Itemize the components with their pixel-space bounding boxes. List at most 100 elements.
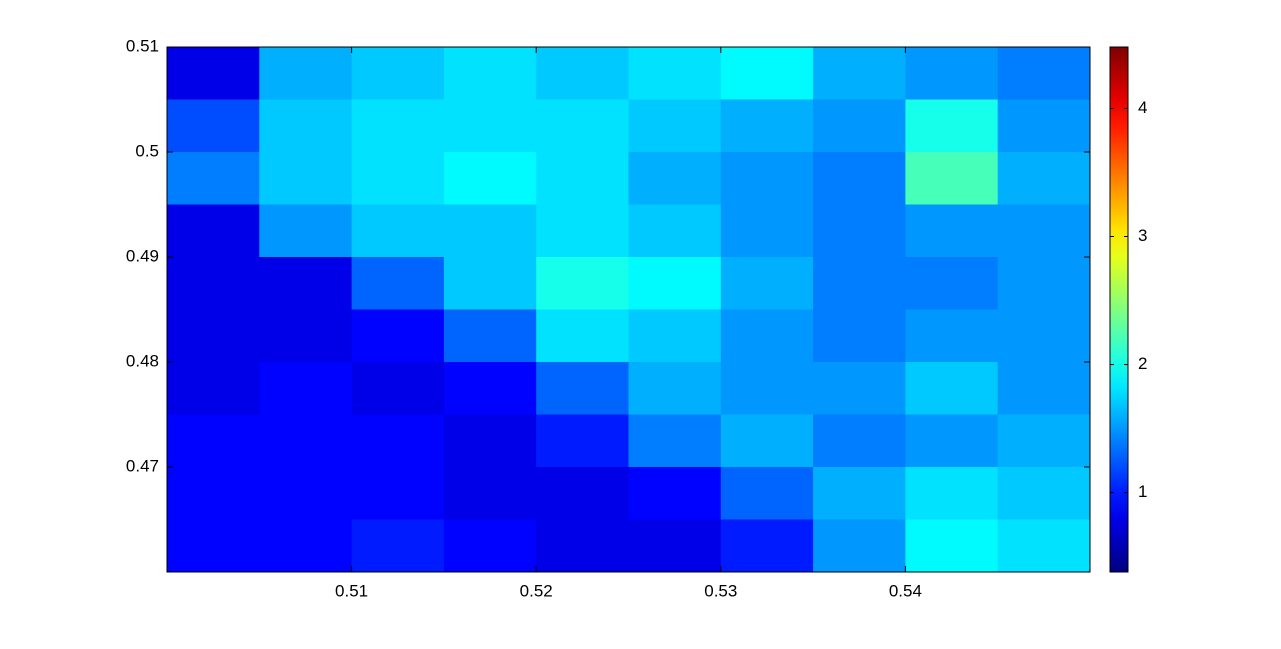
heat-cell	[813, 204, 906, 258]
heat-cell	[997, 152, 1091, 205]
heat-cell	[720, 519, 814, 573]
heat-cell	[259, 414, 353, 468]
heat-cell	[443, 257, 537, 310]
y-tick-label: 0.49	[126, 246, 159, 265]
heat-cell	[905, 467, 999, 520]
heat-cell	[443, 309, 537, 363]
heat-cell	[813, 414, 906, 468]
heat-cell	[443, 47, 537, 100]
heat-cell	[720, 414, 814, 468]
heat-cell	[905, 47, 999, 100]
heat-cell	[167, 519, 260, 573]
heat-cell	[997, 47, 1091, 100]
heat-cell	[628, 99, 722, 153]
heat-cell	[167, 204, 260, 258]
heat-cell	[813, 152, 906, 205]
heat-cell	[351, 204, 445, 258]
heat-cell	[167, 47, 260, 100]
heat-cell	[813, 309, 906, 363]
heat-cell	[351, 99, 445, 153]
heat-cell	[813, 257, 906, 310]
heat-cell	[259, 152, 353, 205]
heat-cell	[997, 99, 1091, 153]
heat-cell	[443, 467, 537, 520]
heat-cell	[813, 519, 906, 573]
heat-cell	[536, 99, 629, 153]
heat-cell	[905, 309, 999, 363]
heat-cell	[167, 362, 260, 415]
heat-cell	[443, 99, 537, 153]
heat-cell	[351, 519, 445, 573]
colorbar-tick-label: 3	[1138, 226, 1147, 245]
heat-cell	[536, 47, 629, 100]
heat-cell	[167, 414, 260, 468]
heat-cell	[628, 414, 722, 468]
heat-cell	[443, 204, 537, 258]
heat-cell	[536, 309, 629, 363]
x-tick-label: 0.54	[889, 581, 922, 600]
heat-cell	[813, 362, 906, 415]
heat-cell	[997, 204, 1091, 258]
heat-cell	[905, 362, 999, 415]
heat-cell	[720, 467, 814, 520]
heat-cell	[628, 362, 722, 415]
heat-cell	[536, 362, 629, 415]
heat-cell	[259, 257, 353, 310]
y-tick-label: 0.48	[126, 351, 159, 370]
heat-cell	[720, 152, 814, 205]
heat-cell	[259, 467, 353, 520]
colorbar-tick-label: 4	[1138, 98, 1147, 117]
heat-cell	[351, 152, 445, 205]
y-tick-label: 0.51	[126, 36, 159, 55]
heat-cell	[628, 467, 722, 520]
heat-cell	[536, 152, 629, 205]
heat-cell	[351, 467, 445, 520]
heat-cell	[628, 47, 722, 100]
heat-cell	[259, 204, 353, 258]
heat-cell	[628, 257, 722, 310]
colorbar-tick-label: 2	[1138, 354, 1147, 373]
heatmap	[167, 47, 1091, 573]
heat-cell	[443, 414, 537, 468]
heat-cell	[351, 257, 445, 310]
heat-cell	[259, 99, 353, 153]
heat-cell	[351, 362, 445, 415]
heat-cell	[536, 257, 629, 310]
x-tick-label: 0.52	[520, 581, 553, 600]
heat-cell	[997, 467, 1091, 520]
heat-cell	[720, 309, 814, 363]
heat-cell	[167, 152, 260, 205]
x-tick-label: 0.53	[704, 581, 737, 600]
heat-cell	[167, 257, 260, 310]
heat-cell	[628, 152, 722, 205]
heat-cell	[628, 519, 722, 573]
heat-cell	[259, 47, 353, 100]
heat-cell	[536, 204, 629, 258]
heat-cell	[720, 204, 814, 258]
heat-cell	[259, 519, 353, 573]
heat-cell	[813, 467, 906, 520]
plot-frame	[166, 46, 1091, 573]
y-tick-label: 0.47	[126, 456, 159, 475]
heat-cell	[905, 519, 999, 573]
heat-cell	[536, 414, 629, 468]
x-tick-label: 0.51	[335, 581, 368, 600]
heat-cell	[351, 414, 445, 468]
heat-cell	[167, 467, 260, 520]
heat-cell	[905, 204, 999, 258]
heat-cell	[813, 99, 906, 153]
heat-cell	[536, 467, 629, 520]
heat-cell	[443, 152, 537, 205]
heat-cell	[259, 362, 353, 415]
heat-cell	[997, 414, 1091, 468]
heat-cell	[628, 204, 722, 258]
heat-cell	[905, 99, 999, 153]
heat-cell	[997, 257, 1091, 310]
heat-cell	[351, 47, 445, 100]
heat-cell	[443, 519, 537, 573]
heat-cell	[997, 362, 1091, 415]
heat-cell	[905, 414, 999, 468]
heat-cell	[167, 309, 260, 363]
heat-cell	[997, 309, 1091, 363]
